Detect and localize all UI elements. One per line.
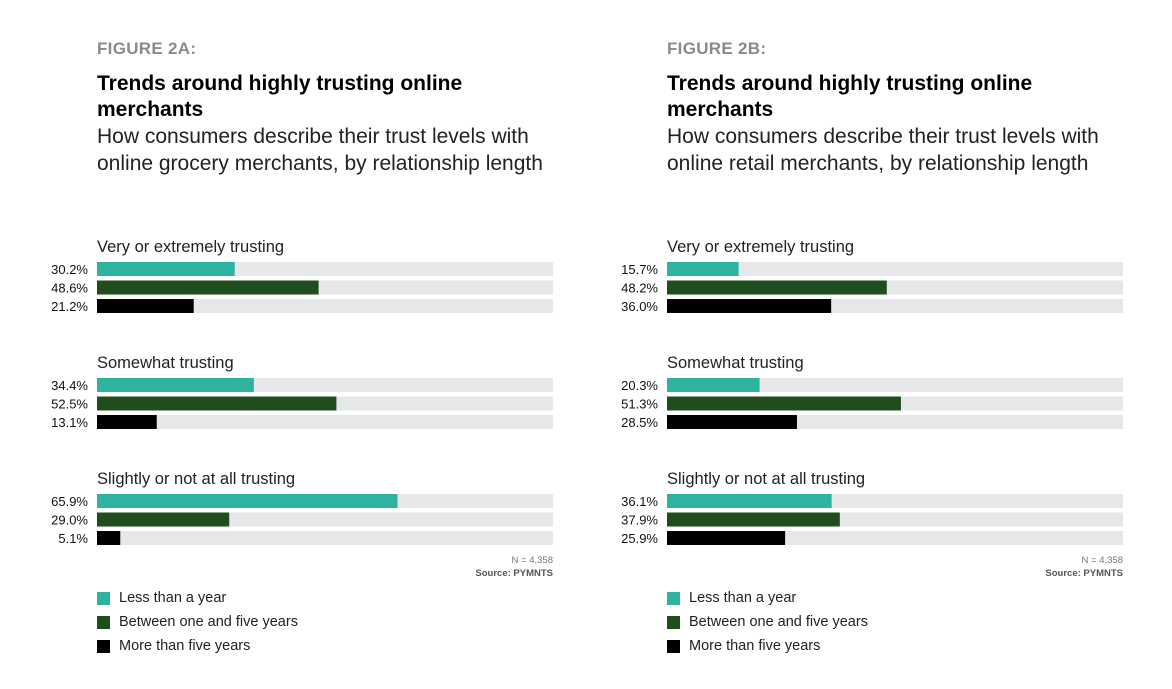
sample-size-note: N = 4,358 [1081, 555, 1123, 566]
data-label: 30.2% [51, 262, 88, 277]
data-label: 13.1% [51, 415, 88, 430]
bar-track [97, 415, 553, 429]
bar-track [667, 262, 1123, 276]
bar [667, 512, 840, 527]
bar [667, 299, 832, 313]
data-label: 48.2% [621, 281, 658, 296]
legend: Less than a year Between one and five ye… [667, 586, 868, 658]
bar [97, 378, 254, 392]
legend-swatch [667, 591, 680, 605]
category-label: Somewhat trusting [667, 354, 804, 372]
bar [97, 262, 235, 276]
data-label: 21.2% [51, 299, 88, 314]
figure-2b-chart: Very or extremely trusting 15.7% 48.2% 36.0… [621, 238, 1123, 546]
bar [97, 280, 319, 295]
data-label: 36.1% [621, 494, 658, 509]
legend-label: Between one and five years [689, 614, 868, 630]
data-label: 15.7% [621, 262, 658, 277]
bar [667, 280, 887, 295]
bar-track [97, 299, 553, 313]
legend-label: More than five years [119, 638, 251, 654]
bar [667, 494, 832, 508]
legend-swatch [97, 615, 110, 629]
figure-label: FIGURE 2B: [667, 39, 767, 58]
data-label: 28.5% [621, 415, 658, 430]
bar-track [97, 531, 553, 545]
bar [97, 531, 121, 545]
bar [667, 378, 760, 392]
data-label: 37.9% [621, 513, 658, 528]
data-label: 29.0% [51, 513, 88, 528]
category-label: Slightly or not at all trusting [97, 470, 295, 488]
bar [97, 415, 157, 429]
data-label: 36.0% [621, 299, 658, 314]
bar [667, 531, 786, 545]
category-label: Somewhat trusting [97, 354, 234, 372]
bar [97, 494, 398, 508]
figure-2a-chart: Very or extremely trusting 30.2% 48.6% 21.2… [51, 238, 553, 546]
legend-item-less-than-a-year: Less than a year [97, 586, 298, 610]
bar [667, 415, 797, 429]
legend-swatch [97, 639, 110, 653]
data-label: 25.9% [621, 531, 658, 546]
data-label: 51.3% [621, 397, 658, 412]
chart-subtitle: How consumers describe their trust level… [667, 125, 1099, 175]
data-label: 20.3% [621, 378, 658, 393]
figure-2a-panel: FIGURE 2A: Trends around highly trusting… [51, 0, 567, 689]
data-label: 48.6% [51, 281, 88, 296]
category-label: Slightly or not at all trusting [667, 470, 865, 488]
data-label: 5.1% [58, 531, 88, 546]
chart-title: Trends around highly trusting online mer… [667, 72, 1033, 121]
bar [667, 396, 901, 411]
legend-item-more-than-five-years: More than five years [667, 634, 868, 658]
legend: Less than a year Between one and five ye… [97, 586, 298, 658]
legend-label: More than five years [689, 638, 821, 654]
legend-item-more-than-five-years: More than five years [97, 634, 298, 658]
legend-item-less-than-a-year: Less than a year [667, 586, 868, 610]
data-label: 65.9% [51, 494, 88, 509]
bar-track [667, 378, 1123, 392]
legend-item-one-to-five-years: Between one and five years [97, 610, 298, 634]
source-note: Source: PYMNTS [1045, 568, 1123, 579]
legend-label: Less than a year [119, 590, 227, 606]
legend-label: Less than a year [689, 590, 797, 606]
legend-item-one-to-five-years: Between one and five years [667, 610, 868, 634]
legend-swatch [97, 591, 110, 605]
category-label: Very or extremely trusting [667, 238, 854, 256]
legend-label: Between one and five years [119, 614, 298, 630]
data-label: 34.4% [51, 378, 88, 393]
category-label: Very or extremely trusting [97, 238, 284, 256]
chart-subtitle: How consumers describe their trust level… [97, 125, 543, 175]
legend-swatch [667, 639, 680, 653]
figure-label: FIGURE 2A: [97, 39, 197, 58]
bar [97, 512, 230, 527]
chart-title: Trends around highly trusting online mer… [97, 72, 463, 121]
sample-size-note: N = 4,358 [511, 555, 553, 566]
source-note: Source: PYMNTS [475, 568, 553, 579]
legend-swatch [667, 615, 680, 629]
bar [97, 299, 194, 313]
figure-2b-panel: FIGURE 2B: Trends around highly trusting… [621, 0, 1137, 689]
bar [97, 396, 337, 411]
bar [667, 262, 739, 276]
data-label: 52.5% [51, 397, 88, 412]
